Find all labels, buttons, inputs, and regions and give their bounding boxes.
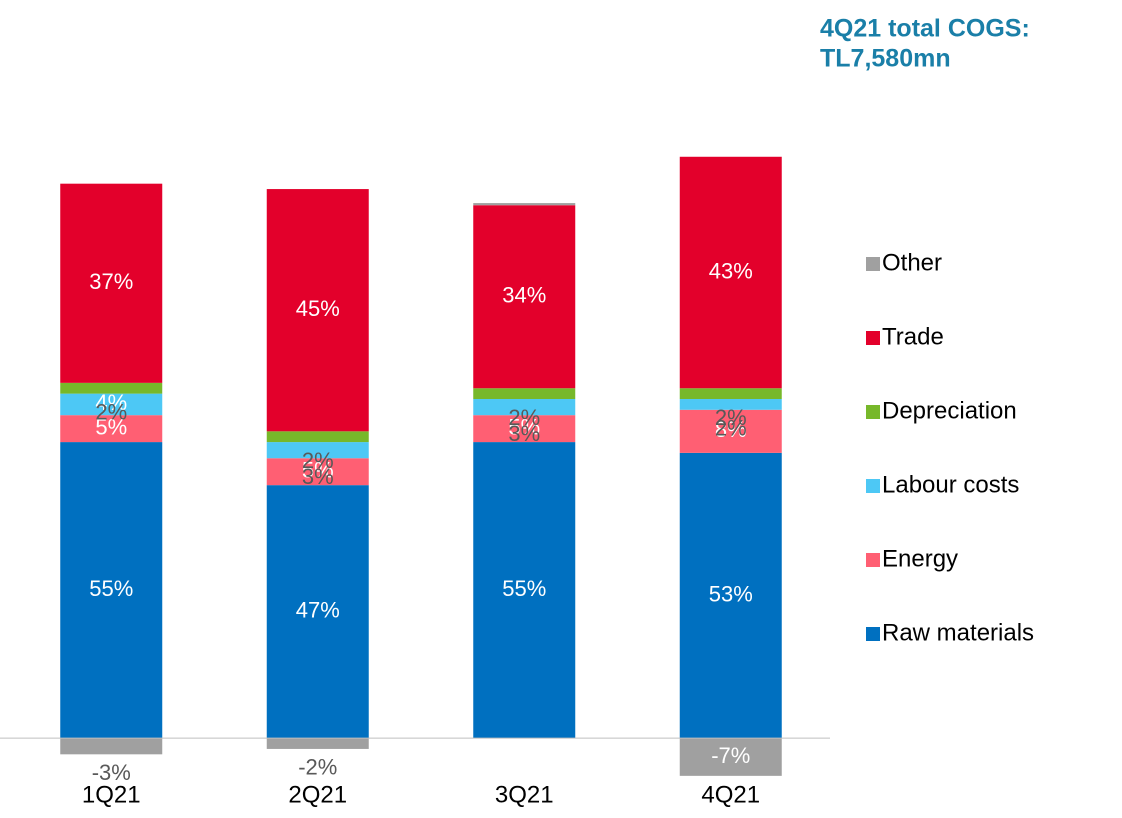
bar-segment [473, 205, 576, 389]
x-tick-label: 2Q21 [288, 781, 347, 808]
data-label: 8% [715, 417, 747, 442]
bar-segment [266, 442, 369, 459]
bar-segment [679, 738, 782, 776]
bar-segment [266, 738, 369, 749]
legend-swatch [866, 553, 880, 567]
legend-label: Depreciation [882, 397, 1017, 424]
bar-segment [266, 485, 369, 739]
data-label: 2% [302, 448, 334, 473]
annotation: TL7,580mn [820, 45, 951, 73]
bar-segment [679, 388, 782, 400]
bar-segment [266, 189, 369, 432]
bar-segment [266, 458, 369, 486]
bar-segment [60, 738, 163, 755]
bar-segment [60, 393, 163, 416]
legend-swatch [866, 257, 880, 271]
data-label: 55% [502, 576, 546, 601]
legend-label: Energy [882, 545, 958, 572]
bar-segment [679, 156, 782, 389]
data-label: -7% [711, 743, 750, 768]
data-label: 53% [709, 581, 753, 606]
data-label: 55% [89, 576, 133, 601]
bar-segment [60, 415, 163, 443]
data-label: 5% [508, 414, 540, 439]
legend-swatch [866, 331, 880, 345]
legend-label: Labour costs [882, 471, 1019, 498]
bar-segment [473, 399, 576, 416]
data-label: 5% [302, 458, 334, 483]
legend-swatch [866, 479, 880, 493]
data-label: -3% [92, 760, 131, 785]
legend-label: Trade [882, 323, 944, 350]
data-label: 2% [715, 405, 747, 430]
data-label: 4% [95, 390, 127, 415]
bar-segment [60, 183, 163, 383]
data-label: 43% [709, 258, 753, 283]
bar-segment [679, 409, 782, 453]
data-label: 45% [296, 296, 340, 321]
bar-segment [473, 388, 576, 400]
bar-segment [266, 431, 369, 443]
bar-segment [679, 452, 782, 739]
legend-label: Raw materials [882, 619, 1034, 646]
bar-segment [60, 442, 163, 739]
data-label: -2% [298, 755, 337, 780]
bar-segment [679, 399, 782, 410]
data-label: 2% [508, 405, 540, 430]
data-label: 2% [95, 399, 127, 424]
legend-swatch [866, 627, 880, 641]
data-label: 5% [95, 414, 127, 439]
bar-segment [473, 415, 576, 443]
legend-swatch [866, 405, 880, 419]
x-tick-label: 4Q21 [701, 781, 760, 808]
data-label: 3% [302, 464, 334, 489]
bar-segment [473, 203, 576, 206]
data-label: 47% [296, 597, 340, 622]
annotation: 4Q21 total COGS: [820, 15, 1030, 43]
data-label: 34% [502, 283, 546, 308]
x-tick-label: 3Q21 [495, 781, 554, 808]
legend-label: Other [882, 249, 942, 276]
data-label: 3% [508, 421, 540, 446]
x-tick-label: 1Q21 [82, 781, 141, 808]
bar-segment [473, 442, 576, 739]
data-label: 2% [715, 416, 747, 441]
data-label: 37% [89, 269, 133, 294]
bar-segment [60, 382, 163, 394]
